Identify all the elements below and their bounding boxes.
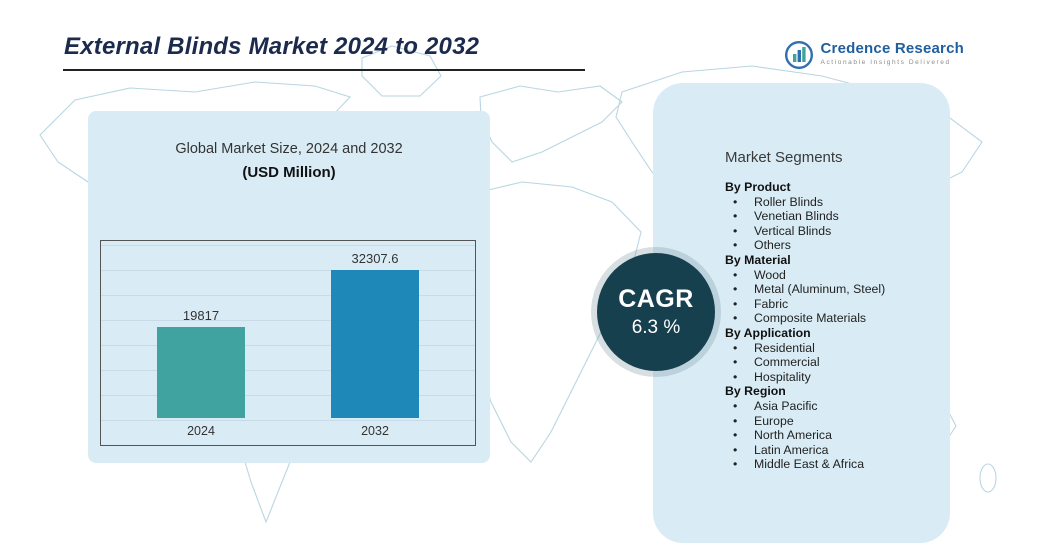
segment-item-label: Wood [754, 267, 786, 282]
segment-item-label: Residential [754, 340, 815, 355]
bar-2032 [331, 270, 419, 418]
segment-item: • Composite Materials [725, 311, 943, 326]
segment-item: • Venetian Blinds [725, 209, 943, 224]
bullet-icon: • [733, 296, 738, 311]
credence-research-logo: Credence Research Actionable Insights De… [784, 40, 964, 70]
market-size-panel: Global Market Size, 2024 and 2032 (USD M… [88, 111, 490, 463]
segment-item: • Vertical Blinds [725, 224, 943, 239]
segment-item: • Europe [725, 414, 943, 429]
segment-item-label: Others [754, 238, 791, 253]
cagr-badge: CAGR 6.3 % [597, 253, 715, 371]
segment-item: • Commercial [725, 355, 943, 370]
segment-item-label: Roller Blinds [754, 194, 824, 209]
bar-2024 [157, 327, 245, 418]
segment-item-label: Hospitality [754, 369, 811, 384]
chart-subtitle: (USD Million) [242, 164, 336, 181]
bullet-icon: • [733, 428, 738, 443]
cagr-label: CAGR [618, 285, 694, 313]
segment-item-label: North America [754, 428, 832, 443]
bullet-icon: • [733, 413, 738, 428]
bullet-icon: • [733, 267, 738, 282]
segment-item-label: Middle East & Africa [754, 457, 865, 472]
segment-item-label: Venetian Blinds [754, 209, 839, 224]
logo-bar-chart-icon [784, 40, 813, 70]
segment-item-label: Commercial [754, 355, 820, 370]
logo-name: Credence Research [820, 40, 964, 57]
segment-item-label: Asia Pacific [754, 398, 818, 413]
segment-item: • Others [725, 238, 943, 253]
bullet-icon: • [733, 209, 738, 224]
bullet-icon: • [733, 238, 738, 253]
segment-item-label: Vertical Blinds [754, 223, 832, 238]
bullet-icon: • [733, 398, 738, 413]
page-title: External Blinds Market 2024 to 2032 [64, 33, 480, 60]
title-underline [63, 69, 585, 71]
segment-item: • Wood [725, 268, 943, 283]
bar-category-label: 2024 [187, 424, 215, 438]
segment-item: • North America [725, 428, 943, 443]
bullet-icon: • [733, 355, 738, 370]
bullet-icon: • [733, 194, 738, 209]
bar-chart: 19817 2024 32307.6 2032 [100, 240, 476, 446]
cagr-value: 6.3 % [631, 317, 681, 338]
bullet-icon: • [733, 340, 738, 355]
segment-group-heading: By Region [725, 384, 786, 399]
bullet-icon: • [733, 457, 738, 472]
bullet-icon: • [733, 282, 738, 297]
market-segments-panel: Market Segments By Product • Roller Blinds… [653, 83, 950, 543]
logo-text-block: Credence Research Actionable Insights De… [821, 40, 964, 66]
segment-item-label: Europe [754, 413, 794, 428]
segment-item: • Residential [725, 341, 943, 356]
bar-value-label: 32307.6 [351, 251, 399, 266]
bar-group-2024: 19817 2024 [157, 308, 245, 440]
bullet-icon: • [733, 442, 738, 457]
segments-groups: By Product • Roller Blinds • Venetian Blinds… [725, 180, 943, 472]
bar-chart-plot: 19817 2024 32307.6 2032 [101, 241, 475, 445]
segment-group-heading: By Material [725, 252, 791, 267]
segment-item-label: Metal (Aluminum, Steel) [754, 282, 886, 297]
segments-title: Market Segments [725, 149, 843, 166]
segment-item: • Fabric [725, 297, 943, 312]
bullet-icon: • [733, 369, 738, 384]
bar-category-label: 2032 [361, 424, 389, 438]
segment-item-label: Fabric [754, 296, 789, 311]
segment-item-label: Composite Materials [754, 311, 867, 326]
bullet-icon: • [733, 311, 738, 326]
bullet-icon: • [733, 223, 738, 238]
logo-tagline: Actionable Insights Delivered [820, 59, 951, 66]
segment-group-heading: By Product [725, 180, 791, 194]
segment-item: • Metal (Aluminum, Steel) [725, 282, 943, 297]
segment-item: • Latin America [725, 443, 943, 458]
segment-item: • Roller Blinds [725, 195, 943, 210]
chart-title: Global Market Size, 2024 and 2032 [175, 141, 403, 157]
segment-item: • Middle East & Africa [725, 457, 943, 472]
segment-item: • Hospitality [725, 370, 943, 385]
bar-group-2032: 32307.6 2032 [331, 251, 419, 440]
segment-group-heading: By Application [725, 325, 811, 340]
segment-item-label: Latin America [754, 442, 829, 457]
segment-item: • Asia Pacific [725, 399, 943, 414]
bar-value-label: 19817 [182, 308, 220, 323]
